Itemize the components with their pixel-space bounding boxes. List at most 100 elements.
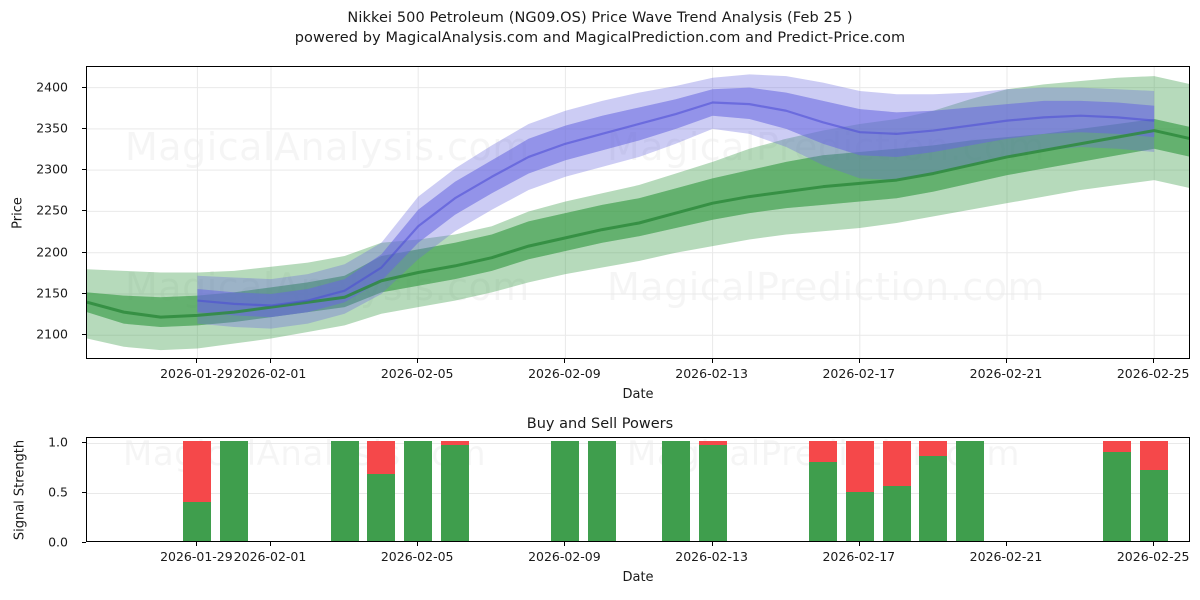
- price-xtick-mark: [858, 359, 860, 363]
- signal-bar: [588, 438, 617, 541]
- signal-bar: [441, 438, 469, 541]
- buy-power-segment: [330, 441, 359, 541]
- sell-power-segment: [1140, 441, 1169, 470]
- signal-gridline: [87, 493, 1189, 494]
- signal-xtick-mark: [858, 542, 860, 546]
- price-yaxis-label: Price: [10, 196, 26, 229]
- price-ytick-mark: [82, 210, 86, 212]
- price-ytick-label: 2250: [36, 202, 68, 218]
- signal-xtick-label: 2026-01-29: [160, 549, 233, 564]
- sell-power-segment: [441, 441, 469, 445]
- signal-bar: [882, 438, 911, 541]
- signal-xtick-mark: [564, 542, 566, 546]
- buy-power-segment: [919, 456, 948, 541]
- signal-bar: [698, 438, 727, 541]
- sell-power-segment: [809, 441, 837, 462]
- price-xtick-label: 2026-02-01: [233, 366, 307, 381]
- price-xtick-label: 2026-02-13: [675, 366, 748, 381]
- price-xtick-mark: [270, 359, 271, 363]
- signal-bar: [367, 438, 396, 541]
- price-ytick-mark: [82, 86, 86, 88]
- price-ytick-label: 2350: [36, 120, 68, 136]
- signal-bar: [809, 438, 837, 541]
- buy-power-segment: [661, 441, 690, 541]
- price-xtick-label: 2026-02-09: [528, 366, 601, 381]
- price-ytick-mark: [82, 334, 86, 336]
- price-ytick-mark: [82, 169, 86, 171]
- buy-power-segment: [956, 441, 985, 541]
- price-xaxis-label: Date: [622, 387, 654, 402]
- price-xtick-mark: [564, 359, 566, 363]
- signal-ytick-mark: [82, 492, 86, 493]
- signal-bar: [551, 438, 580, 541]
- signal-ytick-mark: [82, 442, 86, 443]
- signal-bar: [220, 438, 249, 541]
- chart-title: Nikkei 500 Petroleum (NG09.OS) Price Wav…: [0, 8, 1200, 48]
- price-ytick-label: 2200: [36, 244, 68, 260]
- sell-power-segment: [919, 441, 948, 456]
- sell-power-segment: [698, 441, 727, 445]
- sell-power-segment: [845, 441, 874, 492]
- buy-power-segment: [882, 486, 911, 541]
- signal-bar: [1140, 438, 1169, 541]
- signal-xtick-label: 2026-02-01: [233, 549, 307, 564]
- sell-power-segment: [882, 441, 911, 486]
- price-xtick-label: 2026-02-17: [822, 366, 896, 381]
- buy-power-segment: [1103, 452, 1132, 541]
- signal-xtick-label: 2026-02-13: [675, 549, 748, 564]
- buy-power-segment: [588, 441, 617, 541]
- buy-power-segment: [220, 441, 249, 541]
- price-xtick-label: 2026-01-29: [160, 366, 233, 381]
- signal-bar: [330, 438, 359, 541]
- buy-power-segment: [441, 445, 469, 541]
- signal-ytick-label: 1.0: [48, 434, 68, 450]
- signal-bar: [845, 438, 874, 541]
- signal-xtick-label: 2026-02-09: [528, 549, 601, 564]
- signal-yaxis-label: Signal Strength: [12, 439, 28, 540]
- signal-bar: [919, 438, 948, 541]
- signal-ytick-label: 0.5: [48, 484, 68, 500]
- price-xtick-mark: [1006, 359, 1007, 363]
- buy-power-segment: [845, 492, 874, 541]
- buy-power-segment: [551, 441, 580, 541]
- signal-chart-plot-area: MagicalAnalysis.com MagicalPrediction.co…: [86, 437, 1190, 542]
- price-xtick-mark: [196, 359, 198, 363]
- signal-bar: [661, 438, 690, 541]
- buy-power-segment: [367, 474, 396, 541]
- signal-ytick-mark: [82, 542, 86, 543]
- signal-xtick-mark: [417, 542, 419, 546]
- signal-xaxis-label: Date: [622, 570, 654, 585]
- price-xtick-mark: [1153, 359, 1155, 363]
- sell-power-segment: [367, 441, 396, 474]
- signal-xtick-label: 2026-02-05: [380, 549, 454, 564]
- buy-power-segment: [404, 441, 433, 541]
- price-xtick-mark: [711, 359, 713, 363]
- buy-power-segment: [183, 502, 212, 541]
- price-ytick-mark: [82, 251, 86, 253]
- signal-bar: [1103, 438, 1132, 541]
- signal-xtick-mark: [1006, 542, 1007, 546]
- signal-chart-title: Buy and Sell Powers: [0, 416, 1200, 432]
- price-wave-bands: [87, 67, 1189, 358]
- signal-xtick-mark: [270, 542, 271, 546]
- price-ytick-label: 2150: [36, 285, 68, 301]
- signal-xtick-label: 2026-02-17: [822, 549, 896, 564]
- price-ytick-label: 2300: [36, 161, 68, 177]
- price-ytick-label: 2400: [36, 79, 68, 95]
- price-xtick-label: 2026-02-05: [380, 366, 454, 381]
- price-chart-plot-area: MagicalAnalysis.com MagicalPrediction.co…: [86, 66, 1190, 359]
- price-xtick-label: 2026-02-25: [1116, 366, 1190, 381]
- signal-xtick-label: 2026-02-21: [969, 549, 1043, 564]
- price-ytick-mark: [82, 292, 86, 294]
- signal-bar: [956, 438, 985, 541]
- sell-power-segment: [1103, 441, 1132, 452]
- buy-power-segment: [698, 445, 727, 541]
- buy-power-segment: [809, 462, 837, 541]
- price-xtick-label: 2026-02-21: [969, 366, 1043, 381]
- signal-xtick-mark: [1153, 542, 1155, 546]
- price-xtick-mark: [417, 359, 419, 363]
- chart-title-line1: Nikkei 500 Petroleum (NG09.OS) Price Wav…: [347, 10, 853, 26]
- buy-power-segment: [1140, 470, 1169, 541]
